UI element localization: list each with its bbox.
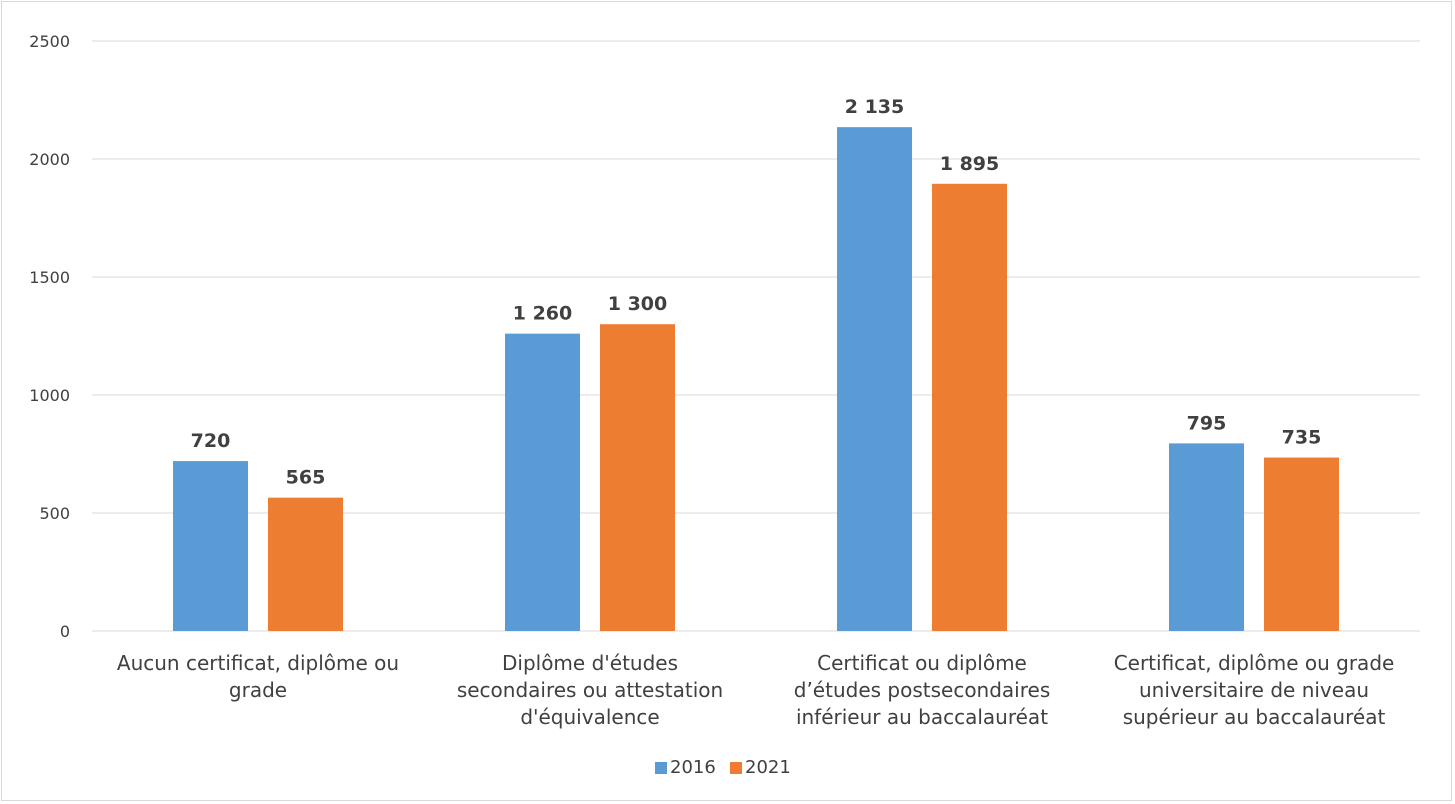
legend-swatch-2021 — [730, 762, 742, 774]
x-tick-label: Certificat, diplôme ou grade universitair… — [1114, 651, 1395, 729]
legend-label: 2016 — [670, 757, 716, 778]
x-tick-label: Certificat ou diplôme d’études postsecond… — [794, 651, 1051, 729]
bar-2021 — [932, 183, 1007, 631]
data-label: 1 895 — [940, 153, 1000, 175]
x-tick-label: Aucun certificat, diplôme ou grade — [117, 651, 399, 702]
bar-2016 — [1169, 443, 1244, 631]
bar-2021 — [1264, 457, 1339, 631]
y-tick-label: 1500 — [29, 268, 70, 287]
y-tick-label: 500 — [39, 504, 70, 523]
x-tick-label-line: grade — [229, 678, 287, 702]
x-tick-label-line: supérieur au baccalauréat — [1123, 705, 1386, 729]
x-tick-label-line: Certificat, diplôme ou grade — [1114, 651, 1395, 675]
data-label: 720 — [191, 430, 231, 452]
bar-2021 — [268, 497, 343, 631]
y-tick-label: 2500 — [29, 32, 70, 51]
bar-2016 — [173, 461, 248, 631]
x-tick-label-line: Diplôme d'études — [502, 651, 678, 675]
data-label: 795 — [1187, 412, 1227, 434]
x-tick-label-line: d’études postsecondaires — [794, 678, 1051, 702]
y-tick-label: 0 — [60, 622, 70, 641]
x-tick-label-line: Aucun certificat, diplôme ou — [117, 651, 399, 675]
x-tick-label-line: d'équivalence — [520, 705, 659, 729]
legend-swatch-2016 — [655, 762, 667, 774]
x-tick-label-line: universitaire de niveau — [1139, 678, 1369, 702]
data-label: 735 — [1282, 427, 1322, 449]
x-tick-label-line: Certificat ou diplôme — [817, 651, 1027, 675]
data-label: 2 135 — [845, 96, 905, 118]
bar-2016 — [505, 333, 580, 631]
x-tick-label-line: secondaires ou attestation — [457, 678, 723, 702]
data-label: 1 260 — [513, 303, 573, 325]
bar-2016 — [837, 127, 912, 631]
y-tick-label: 1000 — [29, 386, 70, 405]
legend-label: 2021 — [745, 757, 791, 778]
bar-2021 — [600, 324, 675, 631]
data-label: 565 — [286, 467, 326, 489]
x-tick-label: Diplôme d'études secondaires ou attestati… — [457, 651, 723, 729]
y-tick-label: 2000 — [29, 150, 70, 169]
x-tick-label-line: inférieur au baccalauréat — [796, 705, 1048, 729]
data-label: 1 300 — [608, 293, 668, 315]
